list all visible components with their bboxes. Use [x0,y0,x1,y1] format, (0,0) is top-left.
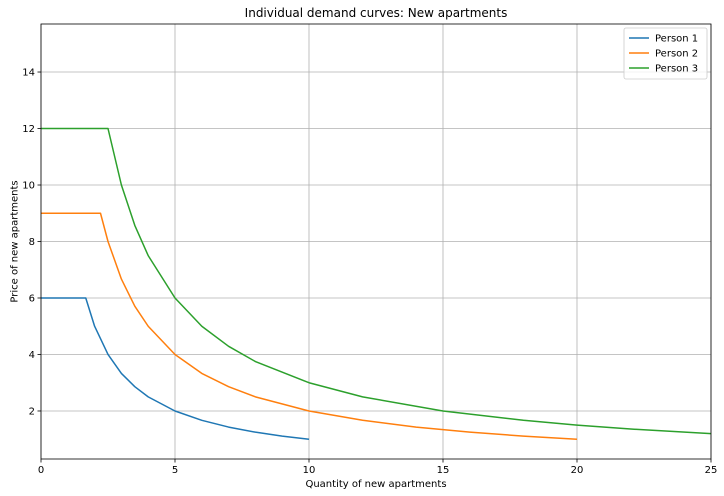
legend-label: Person 2 [655,49,698,60]
y-tick-label: 8 [29,237,35,248]
y-tick-label: 14 [22,68,35,79]
y-axis: 2 4 6 8 10 12 14 [22,68,41,417]
legend-label: Person 1 [655,34,698,45]
legend-box [623,27,708,80]
y-axis-label: Price of new apartments [10,180,21,302]
chart-title: Individual demand curves: New apartments [245,6,508,20]
series-lines [41,127,712,440]
y-tick-label: 4 [29,350,35,361]
y-tick-label: 2 [29,406,35,417]
legend: Person 1 Person 2 Person 3 [623,27,708,80]
y-tick-label: 10 [22,181,35,192]
x-tick-label: 0 [38,465,44,476]
x-tick-label: 10 [303,465,316,476]
series-line-2 [41,212,578,440]
x-tick-label: 5 [172,465,178,476]
x-tick-label: 15 [437,465,450,476]
x-tick-label: 25 [705,465,718,476]
x-axis-label: Quantity of new apartments [305,479,446,490]
y-tick-label: 12 [22,124,35,135]
series-line-3 [41,127,712,435]
legend-label: Person 3 [655,64,698,75]
x-tick-label: 20 [571,465,584,476]
series-line-1 [41,297,310,440]
y-tick-label: 6 [29,293,35,304]
x-axis: 0 5 10 15 20 25 [38,459,718,476]
